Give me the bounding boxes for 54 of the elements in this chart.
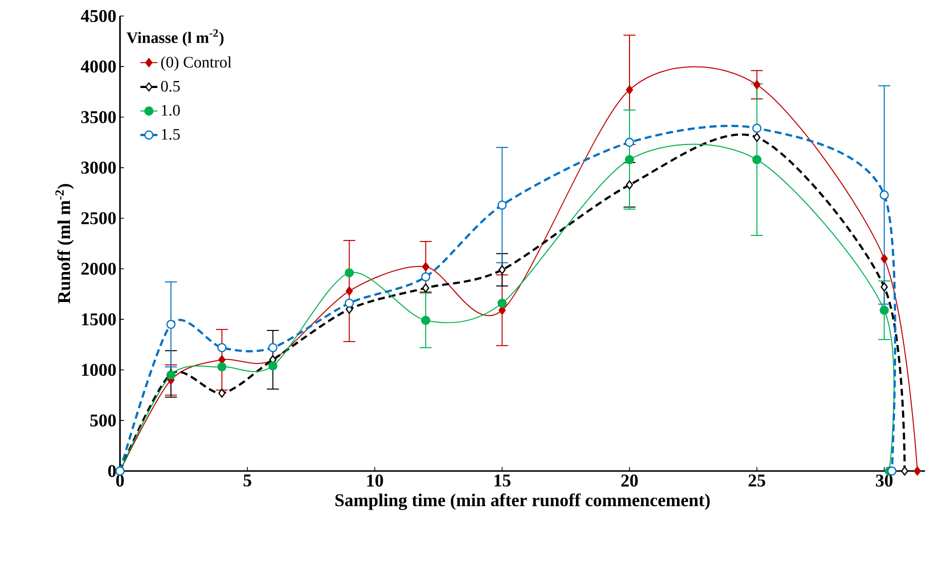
point — [268, 343, 278, 352]
point — [498, 200, 507, 210]
point — [217, 343, 226, 352]
point — [880, 254, 888, 264]
legend-label: 1.5 — [162, 128, 180, 140]
point — [880, 190, 889, 200]
point — [421, 272, 430, 282]
point — [626, 85, 634, 94]
x-axis-title: Sampling time (min after runoff commencement) — [335, 493, 710, 510]
legend-label: 0.5 — [161, 80, 180, 92]
y-tick-label: 500 — [90, 414, 116, 426]
point — [753, 132, 760, 142]
point — [421, 316, 430, 325]
x-tick-label: 25 — [748, 474, 766, 487]
point — [880, 282, 888, 292]
legend-label: (0) Control — [161, 56, 232, 71]
point — [344, 298, 354, 308]
point — [346, 286, 353, 296]
point — [880, 306, 889, 315]
point — [753, 80, 760, 90]
point — [498, 265, 506, 274]
y-tick-label: 3500 — [81, 111, 116, 124]
point — [344, 268, 354, 278]
x-tick-label: 5 — [244, 474, 252, 486]
point — [217, 362, 226, 372]
point — [901, 466, 908, 476]
point — [422, 262, 430, 272]
y-tick-label: 0 — [108, 464, 116, 478]
y-tick-label: 2000 — [81, 262, 116, 275]
point — [914, 466, 921, 476]
y-axis-title: Runoff (ml m$^{-2}$) — [55, 184, 74, 304]
y-tick-label: 4000 — [80, 60, 116, 73]
point — [752, 124, 762, 133]
y-tick-label: 4500 — [80, 10, 116, 22]
point — [752, 154, 762, 164]
legend-title: Vinasse (l m$^{-2}$) — [126, 29, 224, 46]
point — [624, 154, 634, 164]
point — [887, 466, 896, 476]
y-tick-label: 2500 — [81, 212, 116, 224]
y-tick-label: 1000 — [82, 364, 116, 376]
point — [498, 298, 507, 308]
point — [624, 138, 634, 147]
point — [422, 283, 430, 293]
x-tick-label: 20 — [621, 474, 638, 487]
y-tick-label: 3000 — [81, 162, 116, 174]
point — [268, 361, 278, 370]
y-tick-label: 1500 — [82, 313, 116, 326]
point — [218, 388, 226, 398]
x-tick-label: 15 — [494, 474, 510, 487]
x-tick-label: 10 — [367, 474, 384, 487]
legend-label: 1.0 — [162, 104, 180, 116]
point — [626, 180, 634, 190]
point — [166, 320, 176, 329]
x-tick-label: 30 — [876, 474, 893, 487]
